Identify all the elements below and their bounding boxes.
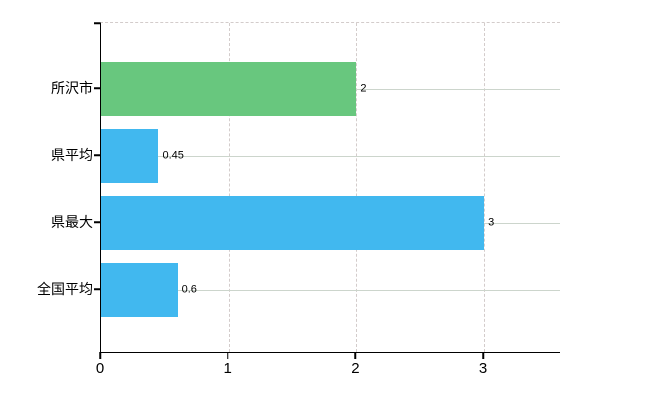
category-label: 県平均 bbox=[51, 147, 93, 163]
x-gridline-2 bbox=[356, 23, 358, 352]
x-axis-tick-label: 1 bbox=[223, 360, 232, 377]
category-label: 所沢市 bbox=[51, 80, 93, 96]
x-axis-tick-1 bbox=[226, 352, 229, 359]
x-gridline-1 bbox=[228, 23, 230, 352]
bar-1 bbox=[101, 129, 159, 183]
category-gridline bbox=[101, 156, 560, 157]
x-axis-tick-label: 3 bbox=[478, 360, 488, 377]
plot-area: 2 0.45 3 0.6 bbox=[100, 22, 560, 353]
x-axis-tick-2 bbox=[354, 352, 357, 359]
x-gridline-3 bbox=[484, 23, 486, 352]
bar-0 bbox=[101, 62, 357, 116]
x-axis-tick-label: 2 bbox=[351, 360, 360, 377]
bar-value-label: 2 bbox=[360, 82, 367, 95]
bar-2 bbox=[101, 196, 485, 250]
y-axis-tick bbox=[94, 221, 100, 223]
x-axis-tick-label: 0 bbox=[95, 360, 105, 377]
bar-3 bbox=[101, 263, 178, 317]
bar-value-label: 0.45 bbox=[162, 149, 184, 162]
category-gridline bbox=[101, 290, 560, 291]
y-axis-tick bbox=[94, 288, 100, 290]
y-axis-end-tick bbox=[94, 22, 100, 24]
x-axis-tick-0 bbox=[99, 352, 101, 359]
bar-value-label: 0.6 bbox=[181, 283, 197, 296]
x-axis-tick-3 bbox=[482, 352, 484, 359]
y-axis-tick bbox=[94, 87, 100, 89]
category-label: 県最大 bbox=[51, 214, 93, 230]
category-label: 全国平均 bbox=[37, 281, 93, 297]
y-axis-tick bbox=[94, 154, 100, 156]
bar-value-label: 3 bbox=[488, 216, 495, 229]
